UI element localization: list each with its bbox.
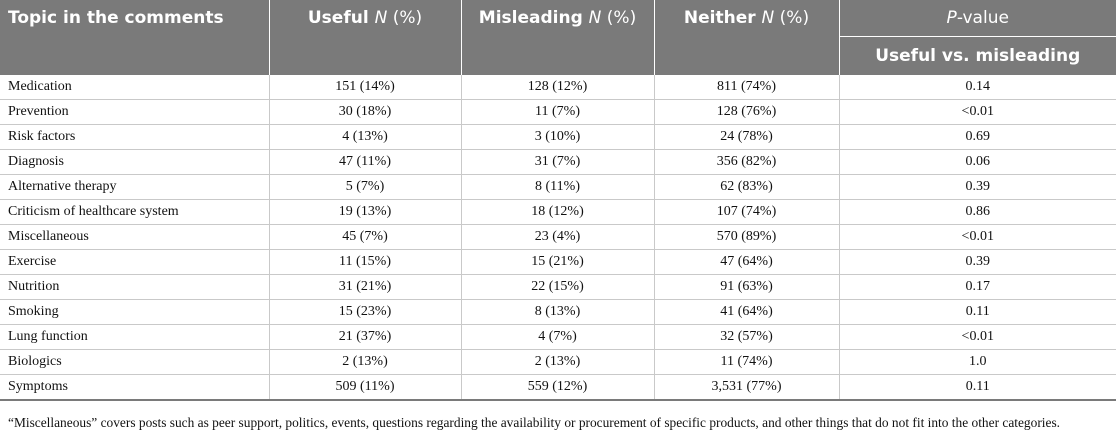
neither-cell: 24 (78%) bbox=[654, 124, 840, 150]
misleading-cell: 15 (21%) bbox=[461, 249, 655, 275]
misleading-cell: 23 (4%) bbox=[461, 224, 655, 250]
neither-cell: 811 (74%) bbox=[654, 75, 840, 100]
useful-cell: 15 (23%) bbox=[269, 299, 462, 325]
header-misleading-n: N bbox=[588, 8, 602, 28]
table-row: Exercise 11 (15%) 15 (21%) 47 (64%) 0.39 bbox=[0, 249, 1116, 275]
useful-cell: 509 (11%) bbox=[269, 374, 462, 401]
useful-cell: 19 (13%) bbox=[269, 199, 462, 225]
topic-cell: Criticism of healthcare system bbox=[0, 199, 270, 225]
pvalue-cell: 0.39 bbox=[839, 174, 1116, 200]
header-useful-label: Useful bbox=[307, 8, 375, 28]
neither-cell: 91 (63%) bbox=[654, 274, 840, 300]
header-neither-pct: (%) bbox=[774, 8, 810, 28]
useful-cell: 21 (37%) bbox=[269, 324, 462, 350]
neither-cell: 107 (74%) bbox=[654, 199, 840, 225]
table-row: Nutrition 31 (21%) 22 (15%) 91 (63%) 0.17 bbox=[0, 274, 1116, 300]
topic-cell: Biologics bbox=[0, 349, 270, 375]
pvalue-cell: 0.14 bbox=[839, 75, 1116, 100]
misleading-cell: 18 (12%) bbox=[461, 199, 655, 225]
topic-cell: Nutrition bbox=[0, 274, 270, 300]
topic-cell: Lung function bbox=[0, 324, 270, 350]
header-misleading-label: Misleading bbox=[478, 8, 589, 28]
useful-cell: 2 (13%) bbox=[269, 349, 462, 375]
header-neither-n: N bbox=[761, 8, 775, 28]
topic-cell: Miscellaneous bbox=[0, 224, 270, 250]
pvalue-cell: 0.39 bbox=[839, 249, 1116, 275]
useful-cell: 45 (7%) bbox=[269, 224, 462, 250]
neither-cell: 32 (57%) bbox=[654, 324, 840, 350]
useful-cell: 31 (21%) bbox=[269, 274, 462, 300]
topic-cell: Exercise bbox=[0, 249, 270, 275]
table-row: Medication 151 (14%) 128 (12%) 811 (74%) 0.1… bbox=[0, 75, 1116, 100]
pvalue-cell: 0.17 bbox=[839, 274, 1116, 300]
misleading-cell: 31 (7%) bbox=[461, 149, 655, 175]
neither-cell: 3,531 (77%) bbox=[654, 374, 840, 401]
header-neither-label: Neither bbox=[683, 8, 762, 28]
table-row: Risk factors 4 (13%) 3 (10%) 24 (78%) 0.69 bbox=[0, 124, 1116, 150]
table-row: Symptoms 509 (11%) 559 (12%) 3,531 (77%) 0.1… bbox=[0, 374, 1116, 401]
pvalue-cell: <0.01 bbox=[839, 224, 1116, 250]
pvalue-cell: <0.01 bbox=[839, 324, 1116, 350]
pvalue-cell: 0.11 bbox=[839, 299, 1116, 325]
header-pvalue-p: P bbox=[946, 8, 957, 28]
misleading-cell: 8 (13%) bbox=[461, 299, 655, 325]
neither-cell: 47 (64%) bbox=[654, 249, 840, 275]
misleading-cell: 11 (7%) bbox=[461, 99, 655, 125]
topic-cell: Prevention bbox=[0, 99, 270, 125]
header-topic: Topic in the comments bbox=[0, 0, 270, 75]
header-neither: Neither N (%) bbox=[654, 0, 840, 75]
table-row: Criticism of healthcare system 19 (13%) 18… bbox=[0, 199, 1116, 225]
table-row: Miscellaneous 45 (7%) 23 (4%) 570 (89%) <0.0… bbox=[0, 224, 1116, 250]
useful-cell: 11 (15%) bbox=[269, 249, 462, 275]
table-row: Alternative therapy 5 (7%) 8 (11%) 62 (83%)… bbox=[0, 174, 1116, 200]
header-pvalue-rest: -value bbox=[956, 8, 1009, 28]
topic-cell: Risk factors bbox=[0, 124, 270, 150]
misleading-cell: 559 (12%) bbox=[461, 374, 655, 401]
header-useful: Useful N (%) bbox=[269, 0, 462, 75]
topic-cell: Diagnosis bbox=[0, 149, 270, 175]
header-pvalue-sub: Useful vs. misleading bbox=[839, 36, 1116, 75]
pvalue-cell: 0.06 bbox=[839, 149, 1116, 175]
misleading-cell: 8 (11%) bbox=[461, 174, 655, 200]
pvalue-cell: 0.69 bbox=[839, 124, 1116, 150]
header-misleading: Misleading N (%) bbox=[461, 0, 655, 75]
neither-cell: 62 (83%) bbox=[654, 174, 840, 200]
pvalue-cell: 1.0 bbox=[839, 349, 1116, 375]
header-useful-n: N bbox=[374, 8, 388, 28]
misleading-cell: 22 (15%) bbox=[461, 274, 655, 300]
neither-cell: 128 (76%) bbox=[654, 99, 840, 125]
results-table: Topic in the comments Useful N (%) Misle… bbox=[0, 0, 1116, 401]
useful-cell: 30 (18%) bbox=[269, 99, 462, 125]
pvalue-cell: 0.86 bbox=[839, 199, 1116, 225]
misleading-cell: 128 (12%) bbox=[461, 75, 655, 100]
table-row: Lung function 21 (37%) 4 (7%) 32 (57%) <0.01 bbox=[0, 324, 1116, 350]
header-pvalue: P-value bbox=[839, 0, 1116, 37]
topic-cell: Medication bbox=[0, 75, 270, 100]
useful-cell: 5 (7%) bbox=[269, 174, 462, 200]
neither-cell: 570 (89%) bbox=[654, 224, 840, 250]
pvalue-cell: <0.01 bbox=[839, 99, 1116, 125]
table-row: Smoking 15 (23%) 8 (13%) 41 (64%) 0.11 bbox=[0, 299, 1116, 325]
useful-cell: 4 (13%) bbox=[269, 124, 462, 150]
table-header: Topic in the comments Useful N (%) Misle… bbox=[0, 0, 1116, 75]
table-body: Medication 151 (14%) 128 (12%) 811 (74%) 0.1… bbox=[0, 75, 1116, 401]
table-row: Biologics 2 (13%) 2 (13%) 11 (74%) 1.0 bbox=[0, 349, 1116, 375]
table-row: Prevention 30 (18%) 11 (7%) 128 (76%) <0.01 bbox=[0, 99, 1116, 125]
useful-cell: 47 (11%) bbox=[269, 149, 462, 175]
pvalue-cell: 0.11 bbox=[839, 374, 1116, 401]
topic-cell: Smoking bbox=[0, 299, 270, 325]
table-row: Diagnosis 47 (11%) 31 (7%) 356 (82%) 0.06 bbox=[0, 149, 1116, 175]
neither-cell: 11 (74%) bbox=[654, 349, 840, 375]
neither-cell: 356 (82%) bbox=[654, 149, 840, 175]
misleading-cell: 4 (7%) bbox=[461, 324, 655, 350]
header-useful-pct: (%) bbox=[387, 8, 423, 28]
header-misleading-pct: (%) bbox=[601, 8, 637, 28]
misleading-cell: 3 (10%) bbox=[461, 124, 655, 150]
table-footnote: “Miscellaneous” covers posts such as pee… bbox=[8, 415, 1061, 430]
topic-cell: Symptoms bbox=[0, 374, 270, 401]
topic-cell: Alternative therapy bbox=[0, 174, 270, 200]
misleading-cell: 2 (13%) bbox=[461, 349, 655, 375]
neither-cell: 41 (64%) bbox=[654, 299, 840, 325]
useful-cell: 151 (14%) bbox=[269, 75, 462, 100]
